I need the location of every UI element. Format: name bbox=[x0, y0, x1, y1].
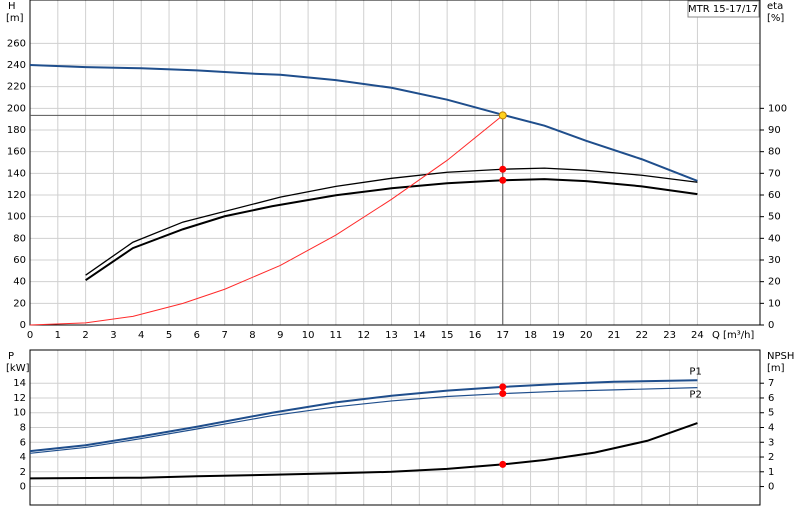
y2-tick-label: 40 bbox=[768, 233, 781, 244]
y-axis-unit: [m] bbox=[6, 13, 24, 24]
curve bbox=[29, 379, 698, 453]
y2-tick-label: 20 bbox=[768, 277, 781, 288]
duty-point bbox=[499, 460, 507, 468]
x-tick-label: 11 bbox=[330, 330, 343, 341]
x-tick-label: 17 bbox=[496, 330, 509, 341]
x-tick-label: 20 bbox=[580, 330, 593, 341]
duty-point bbox=[499, 383, 507, 391]
y-tick-label: 14 bbox=[13, 378, 26, 389]
y2-tick-label: 50 bbox=[768, 212, 781, 223]
y-tick-label: 80 bbox=[13, 233, 26, 244]
title-box bbox=[687, 0, 760, 18]
curve bbox=[29, 387, 698, 454]
y-tick-label: 4 bbox=[20, 452, 26, 463]
y-axis-label: H bbox=[8, 1, 16, 12]
x-tick-label: 18 bbox=[524, 330, 537, 341]
y2-tick-label: 100 bbox=[768, 103, 787, 114]
x-tick-label: 1 bbox=[55, 330, 61, 341]
y-tick-label: 260 bbox=[7, 38, 26, 49]
y2-tick-label: 10 bbox=[768, 298, 781, 309]
y2-tick-label: 2 bbox=[768, 452, 774, 463]
duty-point bbox=[498, 111, 507, 120]
y2-tick-label: 30 bbox=[768, 255, 781, 266]
y2-tick-label: 7 bbox=[768, 378, 774, 389]
y-tick-label: 180 bbox=[7, 125, 26, 136]
y2-tick-label: 70 bbox=[768, 168, 781, 179]
curve bbox=[85, 178, 698, 281]
x-tick-label: 23 bbox=[663, 330, 676, 341]
y-tick-label: 60 bbox=[13, 255, 26, 266]
x-tick-label: 3 bbox=[110, 330, 116, 341]
y2-tick-label: 60 bbox=[768, 190, 781, 201]
y-tick-label: 8 bbox=[20, 423, 26, 434]
y-tick-label: 140 bbox=[7, 168, 26, 179]
x-tick-label: 24 bbox=[691, 330, 704, 341]
y-tick-label: 20 bbox=[13, 298, 26, 309]
plot-frame bbox=[29, 349, 761, 506]
y-axis-label: P bbox=[8, 351, 14, 362]
x-tick-label: 6 bbox=[194, 330, 200, 341]
x-tick-label: 14 bbox=[413, 330, 426, 341]
y2-axis-unit: [%] bbox=[767, 13, 784, 24]
y-tick-label: 240 bbox=[7, 60, 26, 71]
curve bbox=[29, 114, 504, 326]
y2-axis-unit: [m] bbox=[767, 363, 785, 374]
x-axis-label: Q [m³/h] bbox=[712, 330, 754, 341]
duty-point bbox=[499, 390, 507, 398]
curve bbox=[29, 64, 698, 182]
y2-tick-label: 0 bbox=[768, 320, 774, 331]
chart-title: MTR 15-17/17 bbox=[688, 4, 758, 15]
x-tick-label: 16 bbox=[469, 330, 482, 341]
y-tick-label: 100 bbox=[7, 212, 26, 223]
x-tick-label: 0 bbox=[27, 330, 33, 341]
y2-tick-label: 0 bbox=[768, 482, 774, 493]
y-tick-label: 6 bbox=[20, 437, 26, 448]
x-tick-label: 19 bbox=[552, 330, 565, 341]
curve-label: P1 bbox=[689, 366, 701, 377]
y2-tick-label: 4 bbox=[768, 423, 774, 434]
x-tick-label: 4 bbox=[138, 330, 144, 341]
x-tick-label: 9 bbox=[277, 330, 283, 341]
duty-point bbox=[499, 165, 507, 173]
x-tick-label: 12 bbox=[357, 330, 370, 341]
y-tick-label: 120 bbox=[7, 190, 26, 201]
y2-tick-label: 80 bbox=[768, 147, 781, 158]
x-tick-label: 7 bbox=[221, 330, 227, 341]
y-tick-label: 0 bbox=[20, 482, 26, 493]
x-tick-label: 15 bbox=[441, 330, 454, 341]
y-tick-label: 12 bbox=[13, 393, 26, 404]
y-tick-label: 2 bbox=[20, 467, 26, 478]
y2-tick-label: 3 bbox=[768, 437, 774, 448]
y-tick-label: 160 bbox=[7, 147, 26, 158]
x-tick-label: 8 bbox=[249, 330, 255, 341]
y2-axis-label: eta bbox=[767, 1, 783, 12]
x-tick-label: 2 bbox=[82, 330, 88, 341]
y2-tick-label: 5 bbox=[768, 408, 774, 419]
duty-point bbox=[499, 176, 507, 184]
y2-tick-label: 90 bbox=[768, 125, 781, 136]
y-tick-label: 0 bbox=[20, 320, 26, 331]
y2-tick-label: 6 bbox=[768, 393, 774, 404]
x-tick-label: 13 bbox=[385, 330, 398, 341]
y2-tick-label: 1 bbox=[768, 467, 774, 478]
y-tick-label: 40 bbox=[13, 277, 26, 288]
y-tick-label: 220 bbox=[7, 82, 26, 93]
y-tick-label: 200 bbox=[7, 103, 26, 114]
x-tick-label: 10 bbox=[302, 330, 315, 341]
plot-frame bbox=[29, 0, 761, 326]
curve-label: P2 bbox=[689, 390, 701, 401]
curve bbox=[85, 167, 698, 276]
x-tick-label: 22 bbox=[635, 330, 648, 341]
x-tick-label: 21 bbox=[608, 330, 621, 341]
y2-axis-label: NPSH bbox=[767, 351, 794, 362]
y-axis-unit: [kW] bbox=[6, 363, 30, 374]
x-tick-label: 5 bbox=[166, 330, 172, 341]
curve bbox=[29, 422, 698, 480]
y-tick-label: 10 bbox=[13, 408, 26, 419]
